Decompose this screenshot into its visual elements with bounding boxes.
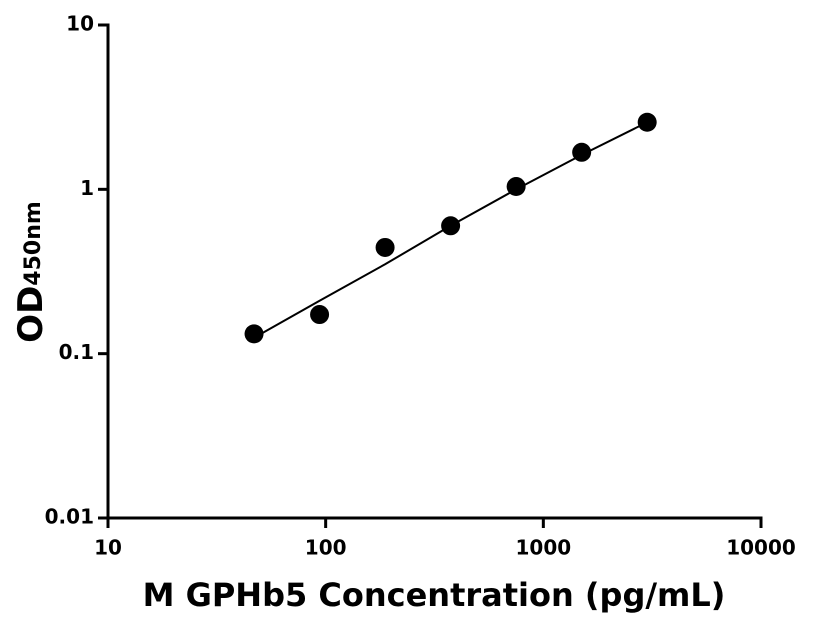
y-axis-label: OD450nm bbox=[11, 201, 51, 343]
data-point bbox=[310, 305, 330, 325]
data-point bbox=[506, 177, 526, 197]
x-tick-label: 1000 bbox=[515, 536, 571, 560]
x-tick-label: 10000 bbox=[726, 536, 796, 560]
x-tick-label: 10 bbox=[94, 536, 122, 560]
data-point bbox=[441, 216, 461, 236]
data-point bbox=[572, 142, 592, 162]
data-point bbox=[637, 112, 657, 132]
x-axis-label: M GPHb5 Concentration (pg/mL) bbox=[143, 576, 726, 614]
y-tick-label: 10 bbox=[66, 12, 94, 36]
y-axis-label-main: OD bbox=[11, 286, 51, 343]
y-axis-label-sub: 450nm bbox=[21, 201, 46, 286]
y-tick-label: 0.1 bbox=[59, 340, 94, 364]
y-tick-label: 0.01 bbox=[45, 505, 94, 529]
x-tick-label: 100 bbox=[305, 536, 347, 560]
y-tick-label: 1 bbox=[80, 176, 94, 200]
data-point bbox=[375, 237, 395, 257]
data-point bbox=[244, 324, 264, 344]
